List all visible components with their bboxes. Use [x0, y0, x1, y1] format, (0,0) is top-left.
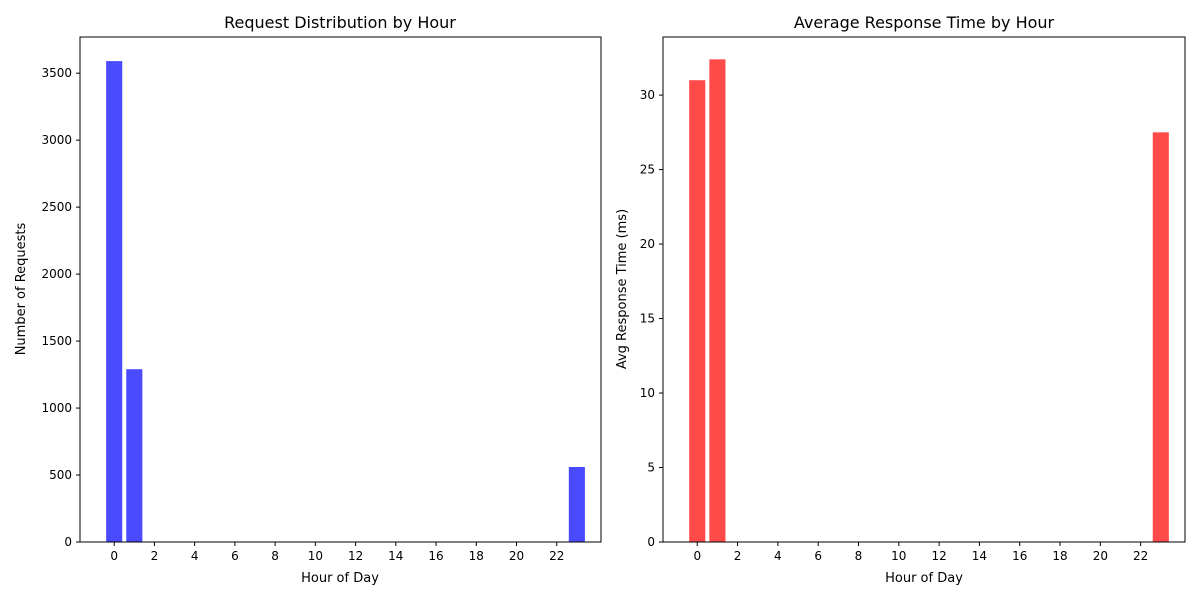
x-axis-label: Hour of Day [301, 571, 379, 586]
bar-hour-0 [689, 80, 706, 542]
y-tick-label: 15 [640, 312, 655, 326]
request-distribution-chart: Request Distribution by Hour 0 2 4 6 8 10 12 14… [14, 13, 602, 586]
x-tick-label: 14 [972, 549, 987, 563]
x-tick-label: 22 [1133, 549, 1148, 563]
bar-hour-23 [1152, 132, 1169, 542]
y-tick-label: 0 [64, 535, 72, 549]
x-tick-label: 6 [814, 549, 822, 563]
y-tick-label: 2000 [41, 267, 72, 281]
x-tick-label: 16 [1012, 549, 1027, 563]
y-tick-label: 5 [647, 461, 655, 475]
x-tick-label: 8 [855, 549, 863, 563]
plot-frame [79, 36, 602, 543]
y-tick-label: 25 [640, 163, 655, 177]
x-tick-label: 10 [891, 549, 906, 563]
x-tick-label: 22 [549, 549, 564, 563]
bar-group [106, 61, 585, 543]
chart-title: Request Distribution by Hour [224, 13, 456, 32]
x-tick-label: 6 [231, 549, 239, 563]
x-tick-label: 16 [428, 549, 443, 563]
y-tick-label: 2500 [41, 200, 72, 214]
x-axis-ticks: 0 2 4 6 8 10 12 14 16 18 20 22 [693, 542, 1148, 563]
x-tick-label: 12 [931, 549, 946, 563]
x-tick-label: 14 [388, 549, 403, 563]
x-tick-label: 20 [509, 549, 524, 563]
y-tick-label: 0 [647, 535, 655, 549]
y-tick-label: 10 [640, 386, 655, 400]
bar-hour-0 [106, 61, 123, 543]
y-tick-label: 1000 [41, 401, 72, 415]
y-tick-label: 500 [49, 468, 72, 482]
x-tick-label: 8 [271, 549, 279, 563]
chart-title: Average Response Time by Hour [794, 13, 1055, 32]
x-tick-label: 0 [693, 549, 701, 563]
bar-hour-1 [126, 369, 143, 542]
plot-frame [662, 36, 1186, 543]
y-tick-label: 3500 [41, 66, 72, 80]
x-axis-ticks: 0 2 4 6 8 10 12 14 16 18 20 22 [110, 542, 564, 563]
x-tick-label: 10 [308, 549, 323, 563]
y-axis-ticks: 0 5 10 15 20 25 30 [640, 88, 663, 549]
y-tick-label: 30 [640, 88, 655, 102]
y-tick-label: 1500 [41, 334, 72, 348]
response-time-chart: Average Response Time by Hour 0 2 4 6 8 10 12 1… [615, 13, 1186, 586]
y-axis-label: Avg Response Time (ms) [615, 209, 630, 369]
bar-hour-23 [568, 466, 585, 542]
bar-group [689, 59, 1169, 542]
x-tick-label: 20 [1093, 549, 1108, 563]
x-tick-label: 18 [469, 549, 484, 563]
bar-hour-1 [709, 59, 726, 542]
x-tick-label: 4 [774, 549, 782, 563]
x-tick-label: 12 [348, 549, 363, 563]
y-axis-label: Number of Requests [14, 222, 29, 355]
x-tick-label: 2 [734, 549, 742, 563]
y-axis-ticks: 0 500 1000 1500 2000 2500 3000 3500 [41, 66, 80, 549]
x-axis-label: Hour of Day [885, 571, 963, 586]
y-tick-label: 20 [640, 237, 655, 251]
x-tick-label: 4 [191, 549, 199, 563]
x-tick-label: 0 [110, 549, 118, 563]
x-tick-label: 2 [151, 549, 159, 563]
y-tick-label: 3000 [41, 133, 72, 147]
x-tick-label: 18 [1052, 549, 1067, 563]
